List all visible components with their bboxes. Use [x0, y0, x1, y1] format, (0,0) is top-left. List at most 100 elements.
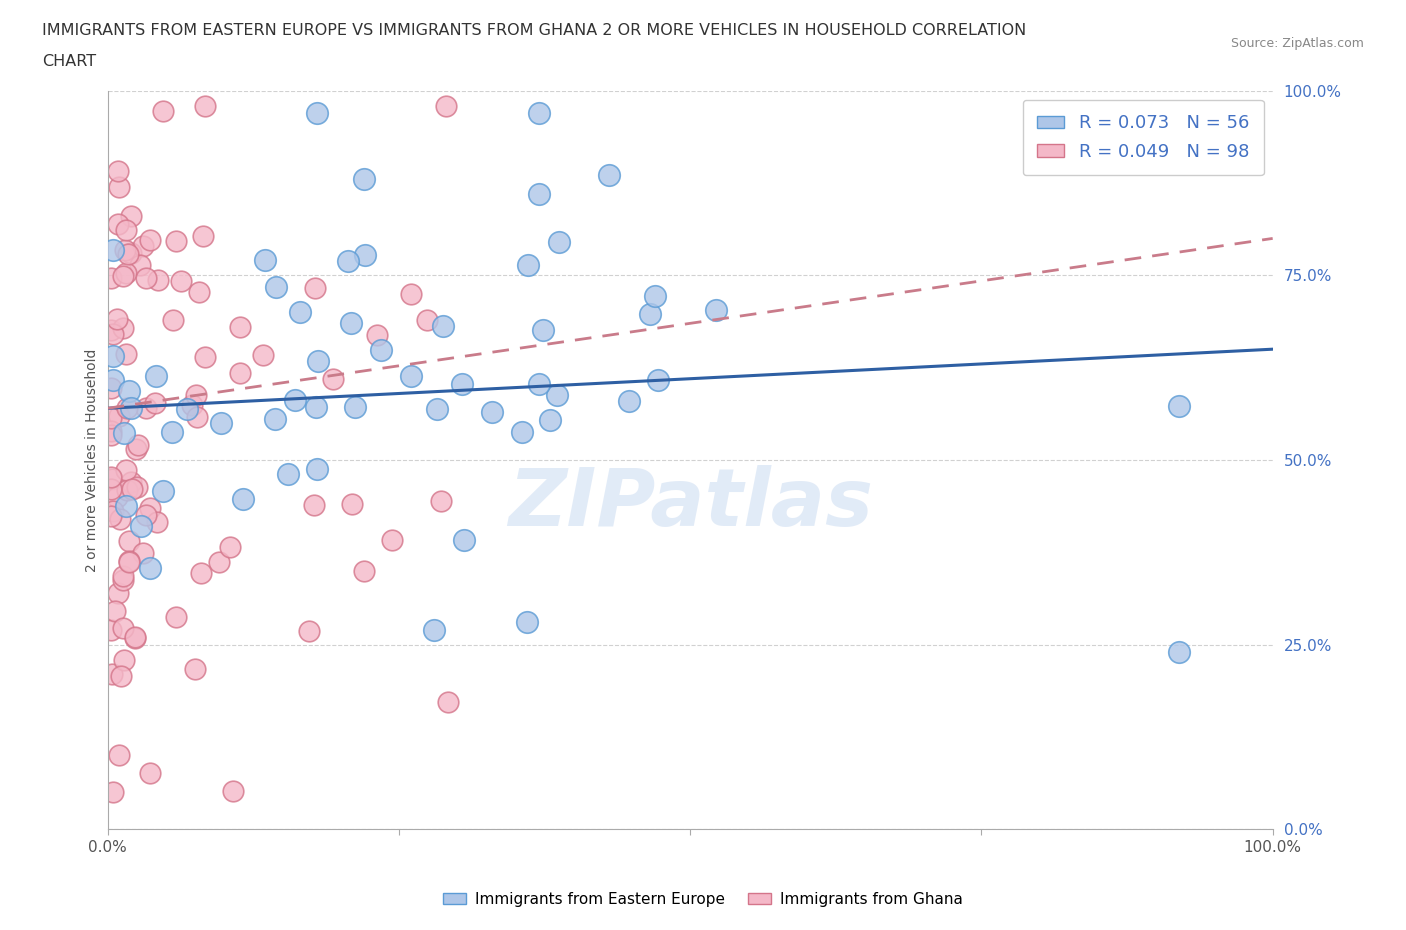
Point [399, 287, 422, 302]
Point [254, 252, 277, 267]
Point [101, 667, 124, 682]
Point [115, 463, 138, 478]
Point [100, 380, 122, 395]
Text: Source: ZipAtlas.com: Source: ZipAtlas.com [1230, 37, 1364, 50]
Point [100, 322, 122, 337]
Point [105, 312, 128, 326]
Point [527, 377, 550, 392]
Point [353, 564, 375, 578]
Point [118, 383, 141, 398]
Point [186, 409, 208, 424]
Point [284, 392, 307, 407]
Text: CHART: CHART [42, 54, 96, 69]
Point [193, 98, 215, 113]
Point [118, 554, 141, 569]
Point [117, 400, 139, 415]
Point [517, 258, 540, 272]
Point [1168, 399, 1191, 414]
Point [101, 472, 124, 486]
Point [103, 349, 125, 364]
Point [437, 695, 460, 710]
Point [112, 569, 135, 584]
Point [527, 105, 550, 120]
Point [112, 652, 135, 667]
Point [277, 466, 299, 481]
Point [100, 622, 122, 637]
Point [100, 271, 122, 286]
Point [104, 604, 127, 618]
Point [531, 323, 554, 338]
Point [135, 271, 157, 286]
Point [111, 572, 134, 587]
Legend: Immigrants from Eastern Europe, Immigrants from Ghana: Immigrants from Eastern Europe, Immigran… [437, 886, 969, 913]
Point [120, 246, 142, 260]
Point [110, 669, 132, 684]
Point [143, 395, 166, 410]
Point [120, 474, 142, 489]
Point [129, 258, 152, 272]
Point [152, 103, 174, 118]
Point [322, 371, 344, 386]
Point [453, 533, 475, 548]
Point [307, 461, 329, 476]
Point [180, 397, 202, 412]
Point [401, 368, 423, 383]
Point [135, 400, 157, 415]
Point [451, 377, 474, 392]
Point [304, 498, 326, 512]
Point [193, 228, 215, 243]
Point [108, 409, 131, 424]
Point [232, 491, 254, 506]
Point [307, 105, 329, 120]
Point [617, 393, 640, 408]
Point [176, 401, 198, 416]
Point [340, 316, 363, 331]
Text: IMMIGRANTS FROM EASTERN EUROPE VS IMMIGRANTS FROM GHANA 2 OR MORE VEHICLES IN HO: IMMIGRANTS FROM EASTERN EUROPE VS IMMIGR… [42, 23, 1026, 38]
Point [353, 172, 375, 187]
Point [100, 427, 122, 442]
Point [124, 631, 146, 645]
Point [125, 441, 148, 456]
Point [101, 504, 124, 519]
Point [138, 560, 160, 575]
Point [598, 167, 620, 182]
Text: ZIPatlas: ZIPatlas [508, 465, 873, 543]
Point [336, 254, 359, 269]
Y-axis label: 2 or more Vehicles in Household: 2 or more Vehicles in Household [86, 348, 100, 572]
Point [548, 235, 571, 250]
Point [344, 400, 367, 415]
Point [103, 326, 125, 341]
Point [170, 273, 193, 288]
Point [114, 346, 136, 361]
Point [252, 348, 274, 363]
Point [146, 514, 169, 529]
Point [118, 534, 141, 549]
Point [264, 279, 287, 294]
Point [100, 482, 122, 497]
Point [127, 437, 149, 452]
Point [105, 490, 128, 505]
Point [190, 565, 212, 580]
Point [527, 187, 550, 202]
Point [139, 501, 162, 516]
Point [1168, 644, 1191, 659]
Point [121, 482, 143, 497]
Point [704, 302, 727, 317]
Point [115, 483, 138, 498]
Point [100, 470, 122, 485]
Point [103, 243, 125, 258]
Point [647, 372, 669, 387]
Point [304, 280, 326, 295]
Point [297, 623, 319, 638]
Point [218, 539, 240, 554]
Point [111, 321, 134, 336]
Point [112, 269, 135, 284]
Point [516, 615, 538, 630]
Point [139, 232, 162, 247]
Point [162, 312, 184, 327]
Point [510, 425, 533, 440]
Point [264, 412, 287, 427]
Point [423, 622, 446, 637]
Point [117, 246, 139, 261]
Point [118, 553, 141, 568]
